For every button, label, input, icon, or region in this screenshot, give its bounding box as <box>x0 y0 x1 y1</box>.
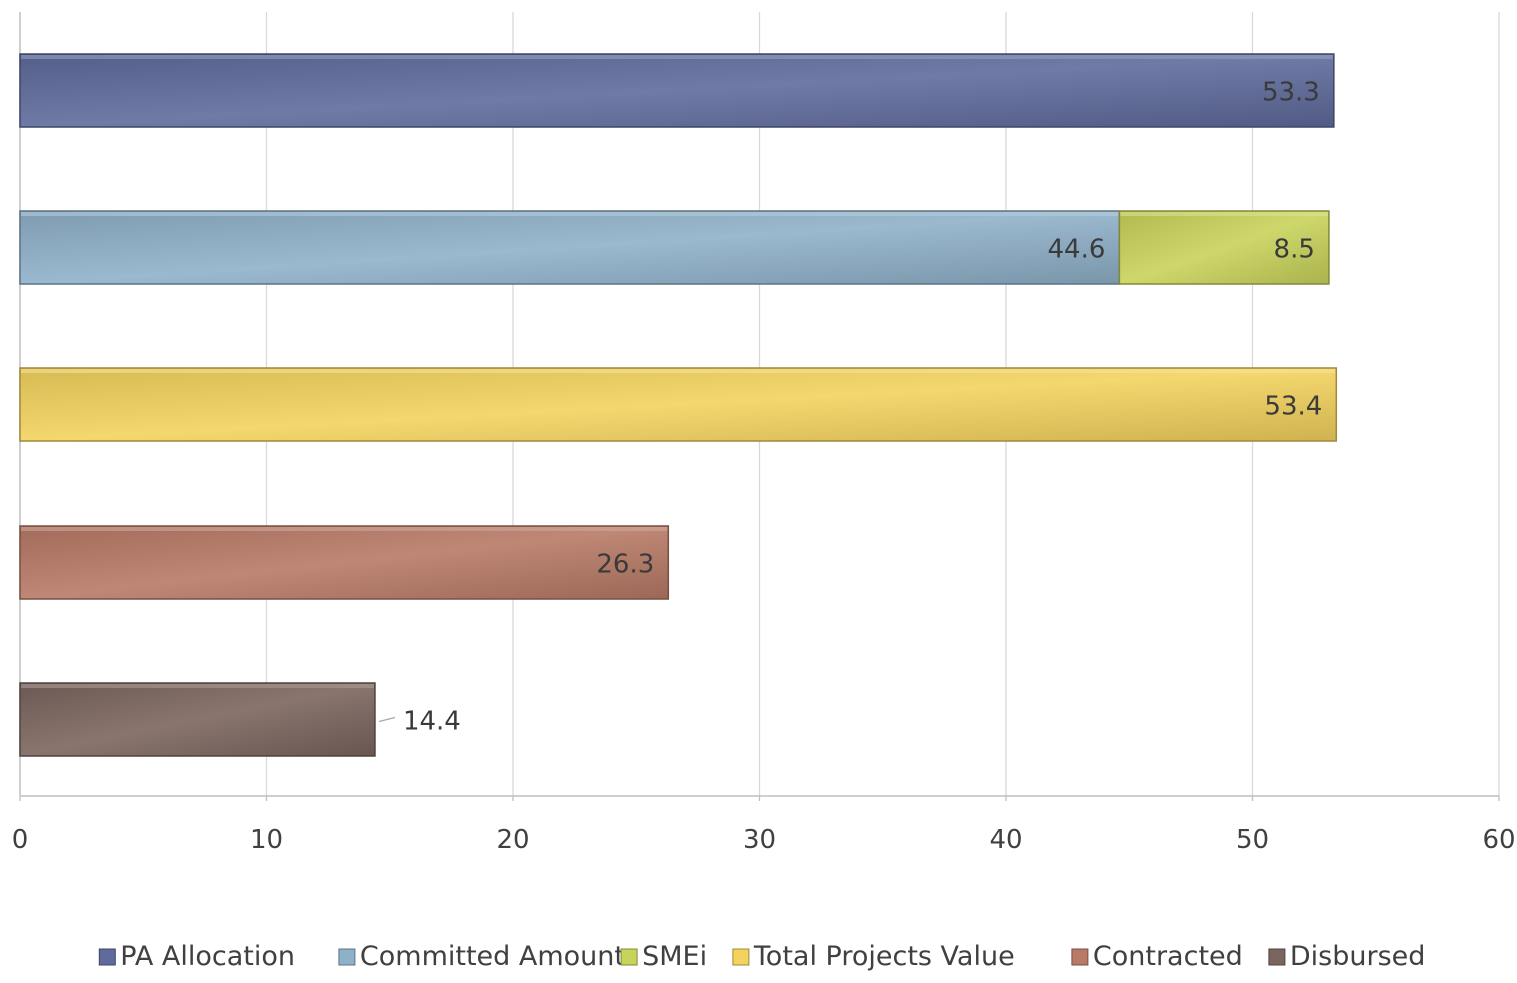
x-tick-label: 60 <box>1482 825 1515 855</box>
legend-label: Total Projects Value <box>753 941 1015 972</box>
bar-bevel <box>1120 212 1328 216</box>
legend-swatch <box>338 948 356 966</box>
legend-item: Total Projects Value <box>732 941 1015 972</box>
data-label: 26.3 <box>596 550 654 580</box>
x-tick-label: 30 <box>743 825 776 855</box>
legend-label: SMEi <box>642 941 707 972</box>
legend-swatch <box>98 948 116 966</box>
data-label-leader <box>378 716 396 723</box>
bar-bevel <box>21 527 668 531</box>
bar-disbursed <box>19 682 376 757</box>
x-tick-label: 10 <box>250 825 283 855</box>
data-label: 53.4 <box>1264 392 1322 422</box>
bar-total-projects-value <box>19 367 1338 442</box>
legend-item: Disbursed <box>1268 941 1426 972</box>
legend-item: Committed Amount <box>338 941 625 972</box>
bar-bevel <box>21 212 1119 216</box>
bar-contracted <box>19 525 670 600</box>
legend-swatch <box>732 948 750 966</box>
x-tick-label: 20 <box>496 825 529 855</box>
x-tick-label: 0 <box>12 825 29 855</box>
bar-smei <box>1118 210 1330 285</box>
legend-label: Contracted <box>1093 941 1243 972</box>
legend-label: PA Allocation <box>120 941 295 972</box>
legend-swatch <box>1268 948 1286 966</box>
bar-bevel <box>21 684 374 688</box>
bar-bevel <box>21 55 1333 59</box>
bar-bevel <box>21 369 1336 373</box>
legend-item: Contracted <box>1071 941 1243 972</box>
legend-label: Disbursed <box>1290 941 1426 972</box>
legend-item: SMEi <box>620 941 707 972</box>
data-label: 53.3 <box>1262 78 1320 108</box>
bar-committed-amount <box>19 210 1121 285</box>
legend-item: PA Allocation <box>98 941 295 972</box>
legend-swatch <box>1071 948 1089 966</box>
x-tick-label: 40 <box>989 825 1022 855</box>
legend-label: Committed Amount <box>360 941 625 972</box>
data-label: 8.5 <box>1274 235 1315 265</box>
data-label: 44.6 <box>1047 235 1105 265</box>
legend-swatch <box>620 948 638 966</box>
data-label: 14.4 <box>403 707 461 737</box>
x-tick-label: 50 <box>1236 825 1269 855</box>
bar-pa-allocation <box>19 53 1335 128</box>
